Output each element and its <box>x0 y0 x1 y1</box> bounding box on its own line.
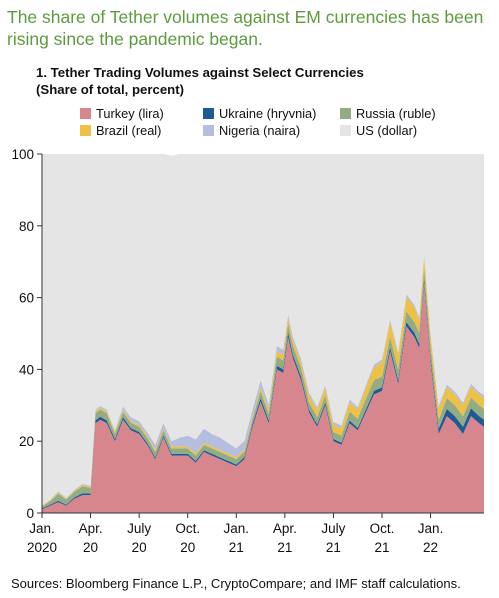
legend-label-turkey: Turkey (lira) <box>96 106 164 121</box>
legend-item-nigeria: Nigeria (naira) <box>203 123 300 138</box>
legend-label-nigeria: Nigeria (naira) <box>219 123 301 138</box>
x-tick-label-month: Oct. <box>175 521 200 536</box>
x-tick-label-year: 2020 <box>27 540 57 555</box>
x-tick-label-month: Oct. <box>370 521 395 536</box>
legend-swatch-us <box>340 125 351 136</box>
legend-label-russia: Russia (ruble) <box>356 106 436 121</box>
y-tick-label: 100 <box>11 147 34 162</box>
legend-item-turkey: Turkey (lira) <box>80 106 164 121</box>
area-series-turkey <box>42 283 484 513</box>
chart-title-main: 1. Tether Trading Volumes against Select… <box>36 65 364 80</box>
legend-label-us: US (dollar) <box>356 123 418 138</box>
x-tick-label-year: 20 <box>132 540 147 555</box>
legend-swatch-brazil <box>80 125 91 136</box>
x-tick-label-year: 21 <box>277 540 292 555</box>
legend-item-russia: Russia (ruble) <box>340 106 436 121</box>
legend-label-ukraine: Ukraine (hryvnia) <box>219 106 317 121</box>
legend-swatch-ukraine <box>203 108 214 119</box>
legend-swatch-russia <box>340 108 351 119</box>
legend-item-brazil: Brazil (real) <box>80 123 161 138</box>
x-tick-label-year: 21 <box>326 540 341 555</box>
x-tick-label-year: 22 <box>423 540 438 555</box>
x-tick-label-month: Jan. <box>224 521 250 536</box>
x-tick-label-year: 21 <box>229 540 244 555</box>
x-tick-label-month: Apr. <box>79 521 103 536</box>
legend-swatch-nigeria <box>203 125 214 136</box>
x-tick-label-year: 21 <box>374 540 389 555</box>
area-series-nigeria <box>42 253 484 506</box>
x-tick-label-year: 20 <box>83 540 98 555</box>
y-tick-label: 60 <box>19 291 34 306</box>
y-tick-label: 20 <box>19 434 34 449</box>
legend-swatch-turkey <box>80 108 91 119</box>
x-tick-label-month: Jan. <box>418 521 444 536</box>
area-series-russia <box>42 267 484 509</box>
source-note: Sources: Bloomberg Finance L.P., CryptoC… <box>11 576 461 591</box>
headline: The share of Tether volumes against EM c… <box>7 7 484 49</box>
x-tick-label-month: July <box>321 521 345 536</box>
legend-label-brazil: Brazil (real) <box>96 123 162 138</box>
x-tick-label-month: Apr. <box>273 521 297 536</box>
x-tick-label-month: July <box>127 521 151 536</box>
x-tick-label-month: Jan. <box>29 521 55 536</box>
chart-title: 1. Tether Trading Volumes against Select… <box>36 64 364 98</box>
y-tick-label: 40 <box>19 362 34 377</box>
x-tick-label-year: 20 <box>180 540 195 555</box>
y-tick-label: 80 <box>19 219 34 234</box>
chart-subtitle: (Share of total, percent) <box>36 82 185 97</box>
legend-item-ukraine: Ukraine (hryvnia) <box>203 106 316 121</box>
legend-item-us: US (dollar) <box>340 123 417 138</box>
y-tick-label: 0 <box>26 506 34 521</box>
area-series-us <box>42 154 484 506</box>
